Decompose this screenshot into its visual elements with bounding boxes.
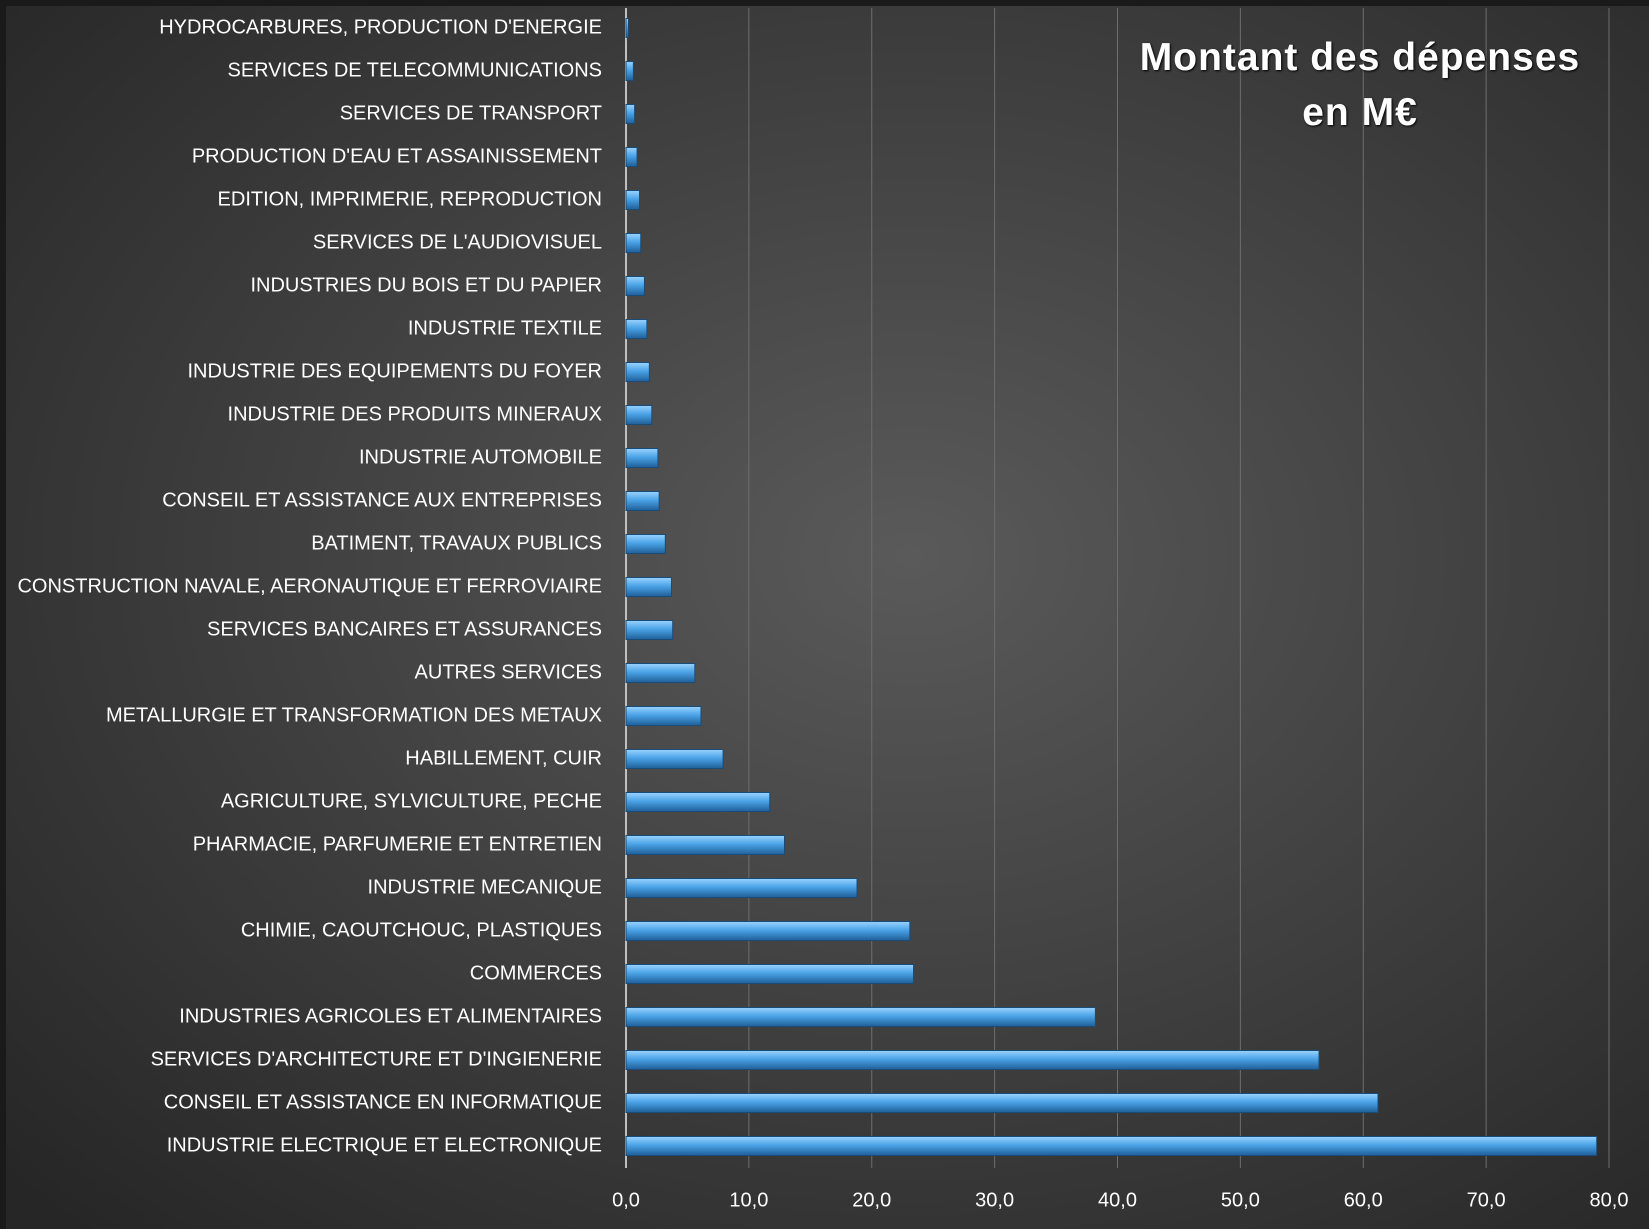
bar <box>625 104 636 124</box>
bar <box>625 964 915 984</box>
y-tick-label: HABILLEMENT, CUIR <box>405 747 602 769</box>
bar <box>625 61 634 81</box>
x-tick-label: 50,0 <box>1221 1189 1260 1211</box>
bar <box>625 276 645 296</box>
bar <box>625 792 771 812</box>
x-tick-label: 60,0 <box>1344 1189 1383 1211</box>
y-tick-label: AUTRES SERVICES <box>415 661 602 683</box>
y-tick-label: INDUSTRIES AGRICOLES ET ALIMENTAIRES <box>179 1005 602 1027</box>
y-tick-label: INDUSTRIE ELECTRIQUE ET ELECTRONIQUE <box>167 1134 602 1156</box>
y-tick-label: PRODUCTION D'EAU ET ASSAINISSEMENT <box>192 145 602 167</box>
y-tick-label: PHARMACIE, PARFUMERIE ET ENTRETIEN <box>193 833 602 855</box>
bar <box>625 620 674 640</box>
y-tick-label: SERVICES DE L'AUDIOVISUEL <box>313 231 602 253</box>
y-tick-label: HYDROCARBURES, PRODUCTION D'ENERGIE <box>159 16 602 38</box>
x-tick-label: 40,0 <box>1098 1189 1137 1211</box>
bar <box>625 405 653 425</box>
y-tick-label: INDUSTRIE DES PRODUITS MINERAUX <box>228 403 602 425</box>
chart-title: Montant des dépenses en M€ <box>1139 36 1581 134</box>
bar <box>625 749 724 769</box>
y-tick-label: INDUSTRIE DES EQUIPEMENTS DU FOYER <box>188 360 603 382</box>
bar <box>625 534 666 554</box>
bar <box>625 1007 1096 1027</box>
y-tick-label: BATIMENT, TRAVAUX PUBLICS <box>311 532 602 554</box>
bar <box>625 362 650 382</box>
bar <box>625 147 638 167</box>
y-tick-label: SERVICES DE TRANSPORT <box>340 102 602 124</box>
bar <box>625 1093 1379 1113</box>
bar <box>625 1136 1598 1156</box>
y-tick-label: INDUSTRIES DU BOIS ET DU PAPIER <box>250 274 602 296</box>
bar <box>625 319 648 339</box>
x-tick-label: 80,0 <box>1590 1189 1629 1211</box>
y-tick-label: INDUSTRIE MECANIQUE <box>368 876 602 898</box>
y-tick-label: CONSEIL ET ASSISTANCE EN INFORMATIQUE <box>164 1091 602 1113</box>
bar <box>625 878 858 898</box>
y-tick-label: SERVICES D'ARCHITECTURE ET D'INGIENERIE <box>151 1048 602 1070</box>
y-tick-label: INDUSTRIE AUTOMOBILE <box>359 446 602 468</box>
bar <box>625 663 696 683</box>
x-tick-label: 70,0 <box>1467 1189 1506 1211</box>
y-tick-label: METALLURGIE ET TRANSFORMATION DES METAUX <box>106 704 602 726</box>
x-tick-label: 20,0 <box>852 1189 891 1211</box>
x-tick-label: 10,0 <box>729 1189 768 1211</box>
y-tick-label: CONSTRUCTION NAVALE, AERONAUTIQUE ET FER… <box>17 575 602 597</box>
bar <box>625 448 659 468</box>
bar <box>625 835 786 855</box>
bar <box>625 491 660 511</box>
y-tick-label: CHIMIE, CAOUTCHOUC, PLASTIQUES <box>241 919 602 941</box>
y-tick-label: SERVICES DE TELECOMMUNICATIONS <box>227 59 602 81</box>
y-tick-label: SERVICES BANCAIRES ET ASSURANCES <box>207 618 602 640</box>
y-tick-label: EDITION, IMPRIMERIE, REPRODUCTION <box>218 188 602 210</box>
bar <box>625 1050 1320 1070</box>
bar <box>625 921 911 941</box>
bar <box>625 18 629 38</box>
bar <box>625 577 672 597</box>
y-tick-label: INDUSTRIE TEXTILE <box>408 317 602 339</box>
x-tick-label: 0,0 <box>612 1189 640 1211</box>
y-tick-label: CONSEIL ET ASSISTANCE AUX ENTREPRISES <box>162 489 602 511</box>
bar <box>625 706 702 726</box>
bar <box>625 233 642 253</box>
x-tick-label: 30,0 <box>975 1189 1014 1211</box>
y-tick-label: COMMERCES <box>470 962 602 984</box>
y-tick-label: AGRICULTURE, SYLVICULTURE, PECHE <box>221 790 602 812</box>
bar <box>625 190 641 210</box>
